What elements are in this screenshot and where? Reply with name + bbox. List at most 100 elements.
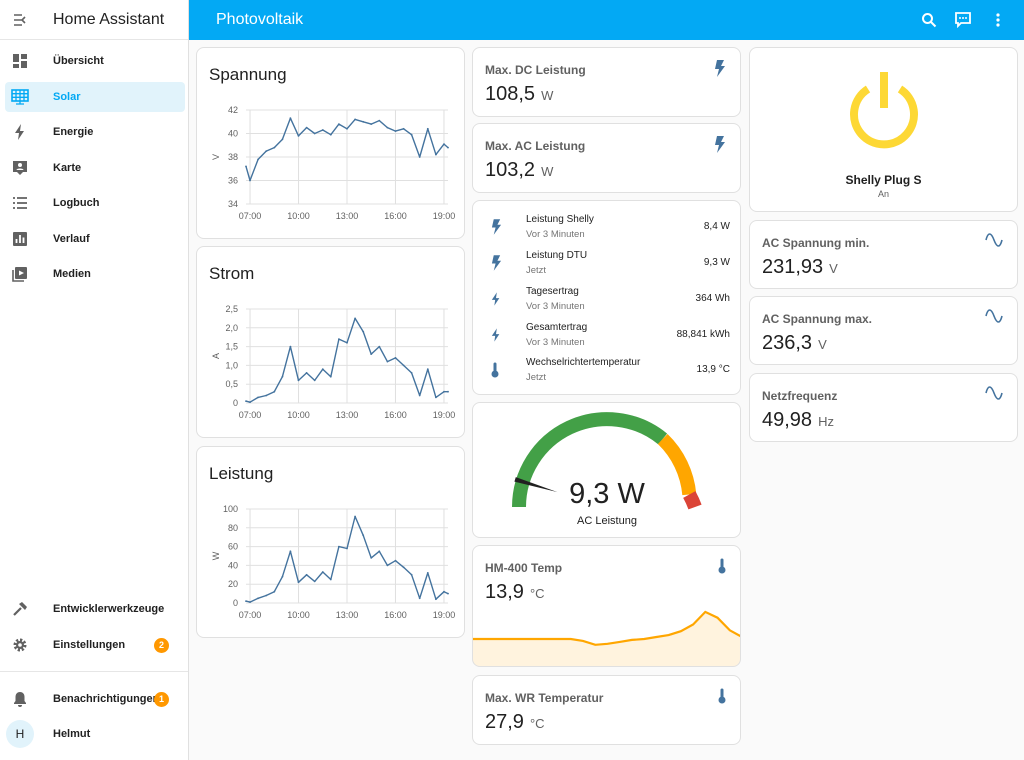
entity-row-gesamtertrag[interactable]: Gesamtertrag Vor 3 Minuten 88,841 kWh [473,317,741,353]
entity-row-leistung-shelly[interactable]: Leistung Shelly Vor 3 Minuten 8,4 W [473,209,741,245]
graph-card-spannung[interactable]: Spannung 34 36 38 40 42 07:00 10:00 13:00 16:00 1… [196,47,465,239]
data-point [418,597,421,600]
sidebar-item-solar[interactable]: Solar [5,82,185,112]
sidebar-item-entwicklerwerkzeuge[interactable]: Entwicklerwerkzeuge [5,594,185,624]
entity-secondary: Vor 3 Minuten [526,229,585,240]
data-point [329,133,332,136]
data-point [447,592,449,595]
app-title: Home Assistant [53,10,165,28]
entity-secondary: Vor 3 Minuten [526,301,585,312]
data-point [418,394,421,397]
sidebar-item-label: Benachrichtigungen [53,693,160,705]
flash-icon [491,255,502,271]
data-point [346,341,348,344]
data-point [273,390,276,393]
data-point [329,578,332,581]
x-tick-label: 16:00 [384,211,407,221]
graph-card-strom[interactable]: Strom 0 0,5 1,0 1,5 2,0 2,5 07:00 10:00 13:00 16:… [196,246,465,438]
sidebar-item-label: Helmut [53,728,91,740]
entity-name: HM-400 Temp [485,561,563,575]
search-button[interactable] [917,8,941,32]
solar-panel-icon [5,89,35,105]
data-point [370,123,373,125]
map-account-icon [5,160,35,176]
data-point [386,360,389,363]
bell-icon [5,691,35,707]
entity-row-wechselrichtertemperatur[interactable]: Wechselrichtertemperatur Jetzt 13,9 °C [473,352,741,388]
entity-name: Netzfrequenz [762,389,838,403]
menu-toggle-button[interactable] [1,0,41,40]
data-point [362,534,365,537]
entity-value: 13,9 °C [485,581,545,603]
data-point [289,550,292,553]
entity-name: AC Spannung min. [762,236,870,250]
data-point [305,372,308,374]
entity-value: 231,93 V [762,256,838,278]
sidebar-item-energie[interactable]: Energie [5,117,185,147]
button-name: Shelly Plug S [845,173,922,187]
sidebar-item-medien[interactable]: Medien [5,259,185,289]
sidebar-item-einstellungen[interactable]: Einstellungen 2 [5,630,185,660]
sidebar-item-logbuch[interactable]: Logbuch [5,188,185,218]
button-card-shelly-plug[interactable]: Shelly Plug S An [749,47,1018,212]
entity-row-tagesertrag[interactable]: Tagesertrag Vor 3 Minuten 364 Wh [473,281,741,317]
data-point [418,156,421,158]
gauge-card-ac-leistung[interactable]: 9,3 W AC Leistung [472,402,741,538]
sidebar-item-label: Einstellungen [53,639,126,651]
sidebar-item-uebersicht[interactable]: Übersicht [5,46,185,76]
data-point [435,153,437,156]
entity-state: 9,3 W [703,257,730,268]
entity-value: 49,98 Hz [762,409,834,431]
overflow-menu-button[interactable] [986,8,1010,32]
sidebar-item-karte[interactable]: Karte [5,153,185,183]
data-point [402,566,405,569]
data-point [378,550,381,553]
entity-value: 236,3 V [762,332,827,354]
entity-value: 108,5 W [485,83,554,105]
sidebar-item-label: Energie [53,126,94,138]
sidebar-item-label: Logbuch [53,197,100,209]
entity-unit: Hz [818,414,834,429]
entity-name: Tagesertrag [526,286,579,297]
sidebar-item-label: Entwicklerwerkzeuge [53,603,165,615]
data-point [410,573,413,576]
assist-button[interactable] [951,8,975,32]
sidebar-item-profile[interactable]: H Helmut [5,719,185,749]
line-chart-leistung: 0 20 40 60 80 100 07:00 10:00 13:00 16:00 19:00 W [211,504,455,620]
entity-card-ac-spannung-min[interactable]: AC Spannung min. 231,93 V [749,220,1018,289]
entity-card-max-dc[interactable]: Max. DC Leistung 108,5 W [472,47,741,117]
lightning-icon [5,124,35,140]
data-point [257,597,259,600]
x-tick-label: 16:00 [384,410,407,420]
graph-card-leistung[interactable]: Leistung 0 20 40 60 80 100 07:00 10:00 13:00 16:0… [196,446,465,638]
avatar: H [6,720,34,748]
entity-name: Leistung DTU [526,250,588,261]
x-tick-label: 07:00 [239,610,262,620]
sidebar-item-benachrichtigungen[interactable]: Benachrichtigungen 1 [5,684,185,714]
y-tick-label: 2,5 [225,304,238,314]
data-point [346,127,348,130]
y-axis-label: A [211,353,221,359]
flash-icon [715,60,725,77]
flash-icon [715,136,725,153]
x-tick-label: 13:00 [336,211,359,221]
data-point [443,390,445,393]
data-point [249,601,251,603]
entity-card-max-wr-temp[interactable]: Max. WR Temperatur 27,9 °C [472,675,741,745]
data-point [265,594,268,597]
data-point [426,368,429,371]
card-title: Spannung [209,65,287,84]
data-point [362,120,365,123]
data-point [249,179,251,182]
entity-card-netzfrequenz[interactable]: Netzfrequenz 49,98 Hz [749,373,1018,442]
entity-row-leistung-dtu[interactable]: Leistung DTU Jetzt 9,3 W [473,245,741,281]
y-tick-label: 36 [228,176,238,186]
entity-card-max-ac[interactable]: Max. AC Leistung 103,2 W [472,123,741,193]
sensor-card-hm400-temp[interactable]: HM-400 Temp 13,9 °C [472,545,741,667]
gauge-label: AC Leistung [577,515,637,527]
data-point [362,330,365,333]
data-point [338,338,340,340]
entity-card-ac-spannung-max[interactable]: AC Spannung max. 236,3 V [749,296,1018,365]
sidebar-item-verlauf[interactable]: Verlauf [5,224,185,254]
data-point [289,117,292,120]
